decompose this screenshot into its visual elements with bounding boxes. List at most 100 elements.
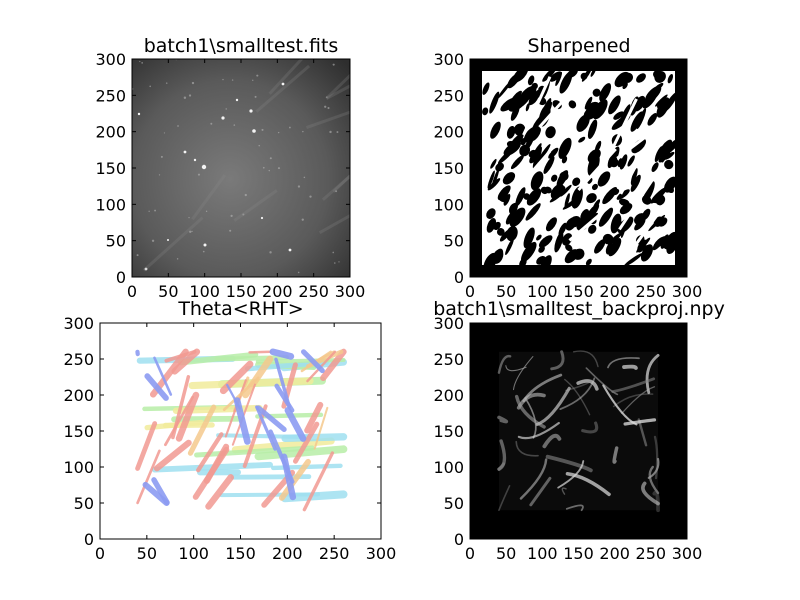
filament — [305, 110, 350, 130]
sharpened-blob — [594, 239, 606, 254]
sharpened-blob — [627, 155, 635, 167]
sharpened-streak — [618, 175, 656, 231]
x-tick-label: 100 — [178, 544, 209, 563]
star — [177, 125, 179, 127]
filament — [497, 415, 509, 424]
y-tick-label: 250 — [433, 350, 464, 369]
sharpened-blob — [663, 92, 678, 112]
sharpened-blob — [587, 149, 601, 163]
theta-stroke — [175, 391, 200, 442]
sharpened-blob — [654, 70, 666, 83]
y-tick-label: 100 — [95, 195, 126, 214]
sharpened-blob — [495, 162, 504, 172]
sharpened-blob — [526, 188, 542, 206]
sharpened-blob — [565, 217, 577, 231]
theta-stroke — [255, 405, 287, 433]
star — [256, 74, 259, 77]
x-tick-label: 150 — [563, 282, 594, 301]
sharpened-blob — [538, 245, 545, 253]
sharpened-blob — [568, 100, 577, 109]
filament — [535, 386, 571, 426]
star — [277, 131, 280, 134]
sharpened-blob — [658, 217, 668, 227]
sharpened-blob — [619, 154, 628, 170]
sharpened-blob — [509, 133, 524, 149]
sharpened-blob — [590, 67, 597, 77]
sharpened-blob — [608, 95, 621, 115]
star — [188, 94, 192, 97]
sharpened-blob — [617, 158, 623, 168]
theta-stroke — [144, 373, 169, 401]
y-tick-label: 150 — [63, 422, 94, 441]
sharpened-blob — [599, 83, 612, 102]
star — [303, 176, 306, 179]
sharpened-blob — [540, 186, 549, 195]
theta-stroke — [233, 397, 251, 445]
sharpened-blob — [571, 186, 583, 209]
filament — [557, 460, 585, 489]
sharpened-blob — [497, 80, 512, 99]
star — [244, 193, 247, 197]
sharpened-blob — [531, 82, 538, 90]
sharpened-blob — [515, 187, 526, 207]
star — [193, 158, 197, 162]
filament — [497, 354, 512, 374]
star — [249, 109, 253, 113]
star — [268, 169, 270, 172]
theta-stroke — [196, 432, 224, 473]
sharpened-blob — [487, 170, 495, 189]
sharpened-blob — [497, 147, 515, 165]
sharpened-blob — [633, 95, 646, 112]
y-tick-label: 200 — [63, 386, 94, 405]
sharpened-blob — [559, 71, 573, 94]
star — [242, 213, 245, 216]
sharpened-blob — [634, 213, 647, 225]
filament — [497, 439, 507, 471]
y-tick-label: 200 — [433, 123, 464, 142]
sharpened-blob — [655, 94, 668, 107]
x-tick-label: 50 — [496, 544, 516, 563]
sharpened-blob — [588, 224, 597, 234]
y-tick-label: 150 — [433, 159, 464, 178]
sharpened-blob — [558, 222, 567, 236]
backprojection-field — [498, 351, 659, 511]
sharpened-blob — [537, 144, 551, 163]
star — [148, 210, 150, 212]
theta-stroke — [194, 445, 315, 458]
x-tick-label: 100 — [527, 544, 558, 563]
star — [210, 122, 213, 125]
sharpened-blob — [631, 138, 647, 154]
x-tick-label: 50 — [496, 282, 516, 301]
sharpened-blob — [665, 184, 674, 194]
sharpened-blob — [661, 156, 665, 163]
sharpened-blob — [576, 114, 590, 132]
sharpened-blob — [554, 231, 564, 253]
x-tick-label: 300 — [366, 544, 397, 563]
filament — [647, 457, 660, 479]
sharpened-streak — [619, 145, 648, 195]
star — [324, 105, 327, 108]
x-tick-label: 200 — [599, 544, 630, 563]
theta-stroke — [142, 481, 170, 507]
sharpened-blob — [490, 121, 501, 139]
filament — [233, 189, 278, 222]
star — [338, 261, 340, 263]
y-tick-label: 300 — [433, 50, 464, 69]
star — [334, 262, 336, 264]
x-tick-label: 200 — [262, 282, 293, 301]
chart-title: batch1\smalltest.fits — [144, 35, 339, 57]
sharpened-blob — [656, 97, 670, 118]
panel-backprojection: batch1\smalltest_backproj.npy 0 50 100 150 2… — [433, 298, 725, 563]
sharpened-blob — [530, 171, 544, 191]
star — [151, 239, 155, 242]
star — [261, 128, 264, 131]
sharpened-blob — [598, 207, 614, 227]
sharpened-blob — [541, 98, 552, 118]
sharpened-blob — [630, 168, 638, 185]
y-tick-label: 100 — [433, 195, 464, 214]
sharpened-blob — [532, 143, 542, 158]
sharpened-blob — [602, 233, 614, 245]
star — [167, 239, 169, 241]
filament — [255, 64, 311, 113]
sharpened-blob — [650, 187, 668, 204]
